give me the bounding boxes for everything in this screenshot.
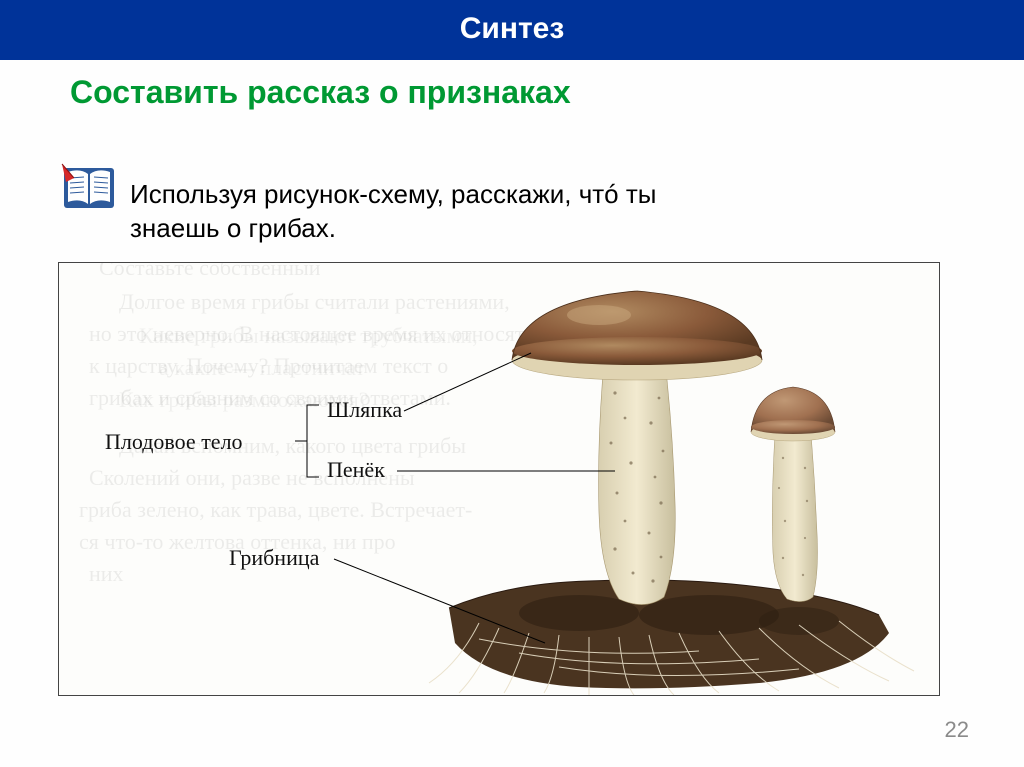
header-title: Синтез — [460, 12, 565, 45]
mushroom-diagram — [59, 263, 939, 695]
instruction-line1: Используя рисунок-схему, расскажи, чтó т… — [130, 179, 656, 209]
instruction-line2: знаешь о грибах. — [130, 213, 336, 243]
label-cap: Шляпка — [327, 397, 402, 423]
slide-header: Синтез — [0, 0, 1024, 60]
page-number: 22 — [945, 717, 969, 743]
instruction-text: Используя рисунок-схему, расскажи, чтó т… — [130, 178, 890, 246]
label-body: Плодовое тело — [105, 429, 243, 455]
large-mushroom — [512, 291, 762, 605]
label-mycelium: Грибница — [229, 545, 319, 571]
small-mushroom — [751, 387, 835, 602]
label-stem: Пенёк — [327, 457, 385, 483]
subtitle-text: Составить рассказ о признаках — [0, 60, 1024, 123]
diagram-box: Рассмотрите рисунки. Прочитайте пояснени… — [58, 262, 940, 696]
open-book-icon — [60, 160, 120, 220]
